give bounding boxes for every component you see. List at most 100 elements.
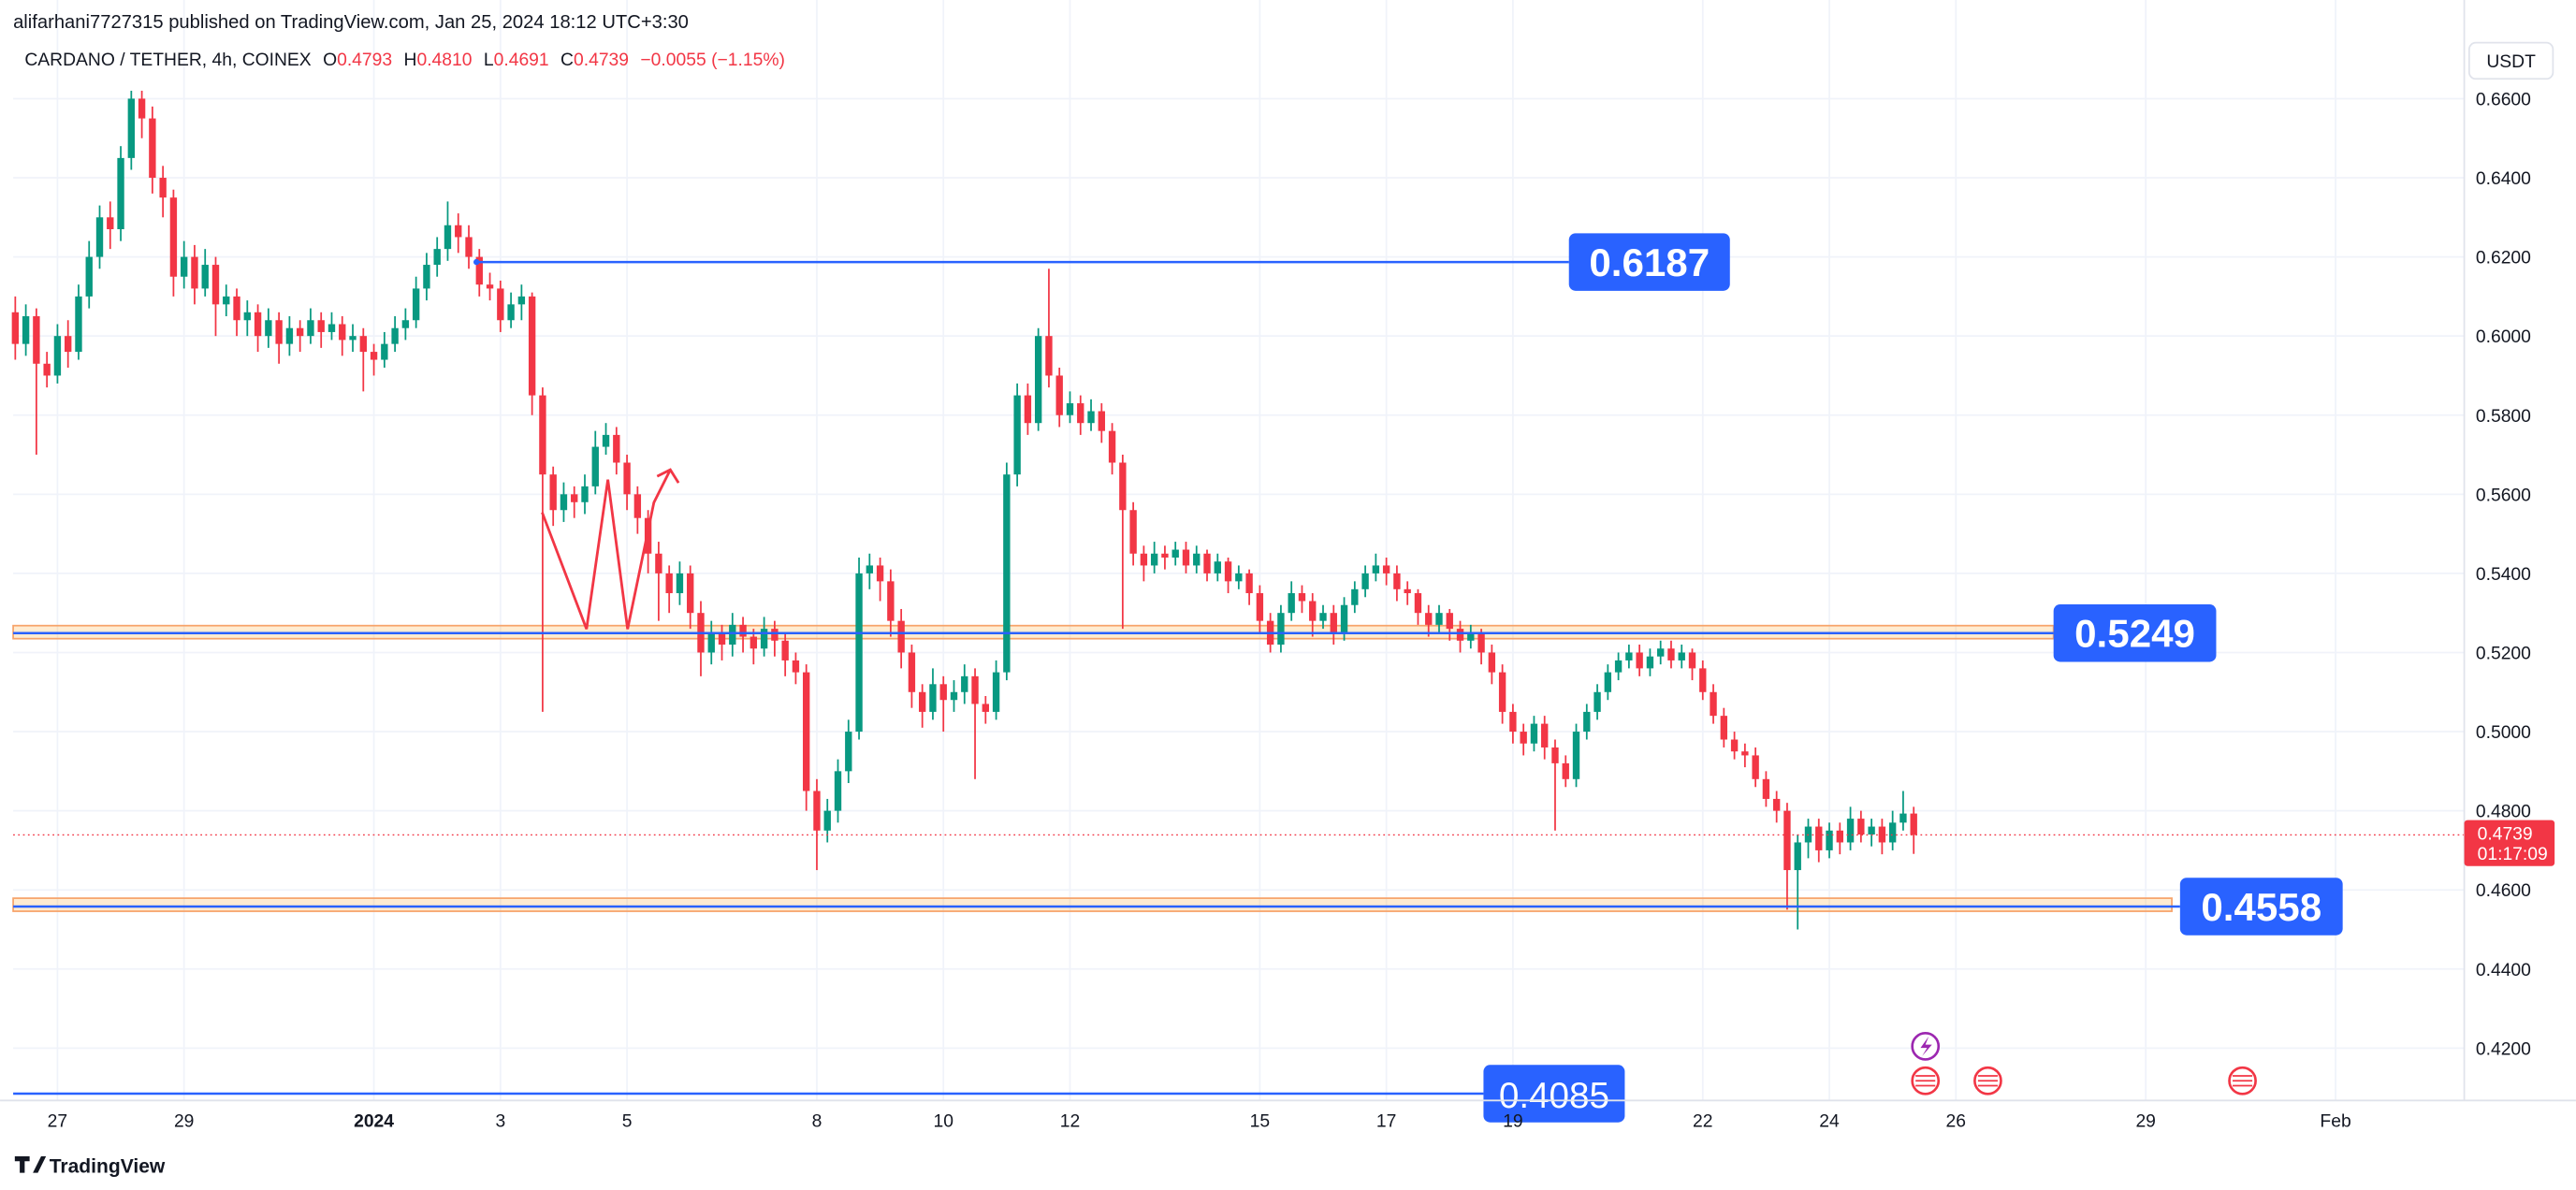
- candle-body: [1203, 553, 1211, 573]
- candle-body: [781, 640, 789, 660]
- candle-body: [918, 691, 926, 712]
- level-label: 0.6187: [1589, 240, 1710, 284]
- candle-body: [486, 284, 494, 289]
- candle-body: [1330, 613, 1337, 633]
- candle-body: [433, 249, 441, 266]
- y-tick-label: 0.6400: [2476, 169, 2531, 189]
- candle-body: [1562, 762, 1569, 779]
- zone: [12, 897, 2173, 912]
- levels: 0.6187 0.5249 0.4558 0.4085: [13, 233, 2465, 1123]
- candle-body: [1846, 819, 1855, 843]
- candle-body: [65, 336, 72, 353]
- x-tick-label: 2024: [354, 1111, 394, 1131]
- candle-body: [771, 629, 779, 641]
- candle-body: [1224, 561, 1232, 582]
- candle-body: [1509, 711, 1517, 733]
- y-tick-label: 0.5200: [2476, 645, 2531, 664]
- candle-body: [1583, 711, 1591, 733]
- candle-body: [1119, 462, 1127, 511]
- candle-body: [191, 256, 198, 289]
- candle-body: [908, 652, 916, 692]
- candle-body: [1467, 632, 1475, 641]
- candle-body: [117, 157, 124, 229]
- candle-body: [223, 296, 230, 305]
- candle-body: [750, 636, 758, 649]
- candle-body: [233, 296, 240, 321]
- x-tick-label: 19: [1503, 1111, 1522, 1131]
- candle-body: [1161, 553, 1169, 558]
- candle-body: [1456, 629, 1464, 641]
- candle-body: [159, 178, 167, 198]
- candle-body: [517, 296, 526, 305]
- candle-body: [317, 320, 325, 332]
- candle-body: [1720, 716, 1728, 740]
- candle-body: [897, 620, 905, 653]
- candle-body: [127, 98, 136, 158]
- x-tick-label: 12: [1060, 1111, 1080, 1131]
- currency-button[interactable]: [2467, 41, 2554, 80]
- candle-body: [1256, 593, 1264, 621]
- candle-body: [1172, 549, 1179, 558]
- axes: 0.4200 0.4400 0.4600 0.4800 0.5000 0.5200 0.54…: [48, 90, 2555, 1131]
- candle-body: [180, 256, 188, 277]
- candle-body: [1657, 648, 1665, 657]
- candle-body: [1013, 395, 1021, 475]
- x-tick-label: 22: [1693, 1111, 1712, 1131]
- candle-body: [1140, 553, 1148, 566]
- candle-body: [1636, 652, 1643, 669]
- countdown-label: 01:17:09: [2478, 845, 2548, 864]
- candle-body: [1477, 632, 1485, 653]
- candle-body: [1309, 601, 1317, 621]
- symbol: CARDANO / TETHER, 4h, COINEX: [24, 51, 311, 70]
- candle-body: [1214, 561, 1221, 573]
- candle-body: [149, 118, 156, 179]
- candle-body: [1087, 411, 1095, 424]
- currency-label[interactable]: USDT: [2486, 52, 2536, 72]
- candle-body: [1235, 573, 1243, 582]
- y-tick-label: 0.6200: [2476, 249, 2531, 268]
- candle-body: [1551, 747, 1559, 763]
- candle-body: [1435, 613, 1443, 625]
- x-tick-label: 17: [1376, 1111, 1396, 1131]
- candle-body: [507, 304, 515, 321]
- candle-body: [1425, 613, 1433, 625]
- candle-body: [1498, 672, 1506, 712]
- low-key: L: [484, 51, 494, 70]
- candle-body: [591, 446, 599, 486]
- candle-body: [138, 98, 146, 119]
- candle-body: [1298, 593, 1306, 602]
- candle-body: [992, 672, 1000, 712]
- candle-body: [982, 704, 990, 712]
- x-tick-label: 3: [495, 1111, 505, 1131]
- candle-body: [75, 296, 82, 353]
- candle-body: [560, 494, 568, 511]
- candle-body: [1045, 336, 1053, 376]
- candle-body: [22, 316, 30, 344]
- candle-body: [1003, 474, 1011, 673]
- candle-body: [391, 327, 399, 344]
- candle-body: [655, 553, 662, 573]
- candle-body: [687, 573, 694, 614]
- candle-body: [243, 312, 251, 321]
- candle-body: [876, 565, 884, 582]
- x-tick-label: 26: [1946, 1111, 1966, 1131]
- candle-body: [43, 363, 51, 376]
- y-tick-label: 0.5800: [2476, 407, 2531, 427]
- candle-body: [1319, 613, 1327, 621]
- candle-body: [1414, 593, 1422, 614]
- symbol-legend: CARDANO / TETHER, 4h, COINEX O0.4793 H0.…: [24, 51, 785, 70]
- candle-body: [1372, 565, 1380, 573]
- candle-body: [1710, 691, 1717, 717]
- candle-body: [307, 320, 314, 337]
- candle-body: [53, 336, 62, 376]
- x-tick-label: 8: [812, 1111, 822, 1131]
- brand-name: TradingView: [50, 1156, 166, 1178]
- candle-body: [370, 352, 378, 360]
- open-value: 0.4793: [337, 51, 392, 70]
- close-value: 0.4739: [574, 51, 629, 70]
- candle-body: [792, 660, 800, 673]
- candle-body: [707, 632, 715, 653]
- y-tick-label: 0.6000: [2476, 327, 2531, 347]
- level-box: [1483, 1065, 1625, 1123]
